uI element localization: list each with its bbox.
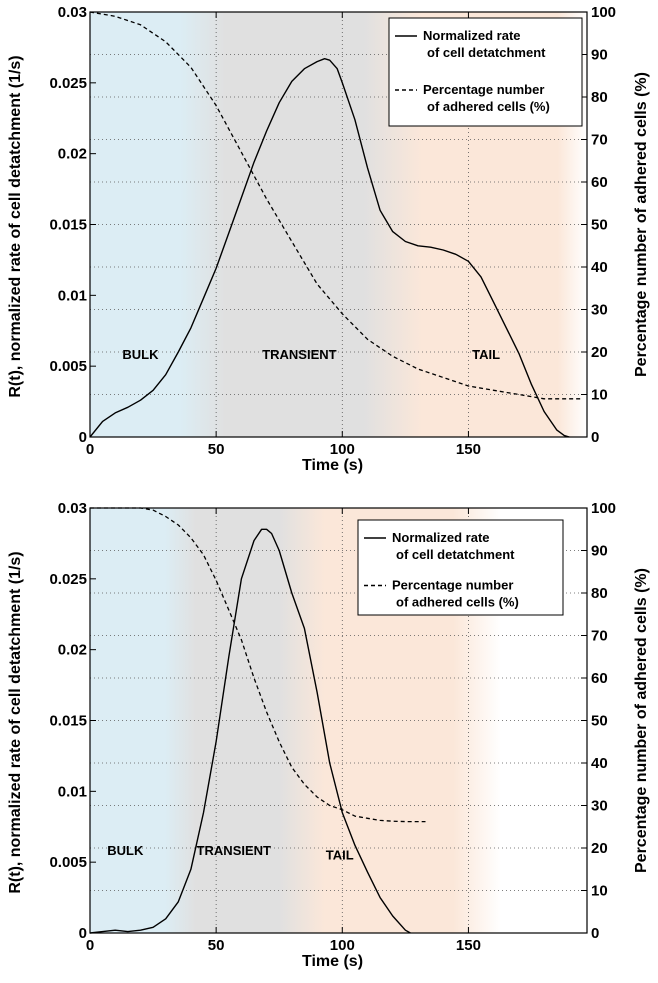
y2-tick-label: 40 <box>591 259 608 276</box>
y2-tick-label: 60 <box>591 174 608 191</box>
series-line-detachment-rate <box>89 528 411 934</box>
legend: Normalized rate of cell detatchment Percen… <box>357 519 564 616</box>
y2-tick-label: 60 <box>591 670 608 687</box>
y2-tick-label: 90 <box>591 47 608 64</box>
y2-tick-label: 0 <box>591 429 599 446</box>
legend-entry-2: Percentage number <box>392 578 513 593</box>
legend-entry-2: of adhered cells (%) <box>396 595 519 610</box>
legend-entry-1: Normalized rate <box>392 530 490 545</box>
legend-entry-1: of cell detatchment <box>396 547 515 562</box>
y-axis-label: R(t), normalized rate of cell detatchmen… <box>7 551 24 893</box>
y-tick-label: 0.02 <box>58 146 87 163</box>
series-line-detachment-rate <box>89 58 570 438</box>
y-axis-label: R(t), normalized rate of cell detatchmen… <box>7 55 24 397</box>
x-tick-label: 50 <box>208 937 225 954</box>
x-tick-label: 0 <box>86 937 94 954</box>
x-axis-label: Time (s) <box>302 953 363 970</box>
y-tick-label: 0.005 <box>49 854 87 871</box>
y-tick-label: 0 <box>79 429 87 446</box>
y2-tick-label: 90 <box>591 543 608 560</box>
x-tick-label: 0 <box>86 441 94 458</box>
y2-tick-label: 30 <box>591 798 608 815</box>
phase-label-transient: TRANSIENT <box>197 843 271 858</box>
y2-tick-label: 70 <box>591 628 608 645</box>
x-tick-label: 150 <box>456 441 481 458</box>
y2-tick-label: 70 <box>591 132 608 149</box>
phase-label-tail: TAIL <box>326 847 354 862</box>
legend-entry-1: Normalized rate <box>423 28 521 43</box>
legend: Normalized rate of cell detatchment Percen… <box>388 17 583 127</box>
y2-tick-label: 0 <box>591 925 599 942</box>
x-axis-label: Time (s) <box>302 457 363 474</box>
y-tick-label: 0.005 <box>49 358 87 375</box>
y-tick-label: 0.01 <box>58 783 87 800</box>
y-tick-label: 0.03 <box>58 4 87 21</box>
y2-tick-label: 50 <box>591 217 608 234</box>
phase-label-transient: TRANSIENT <box>262 347 336 362</box>
y-tick-label: 0.025 <box>49 75 87 92</box>
y2-axis-label: Percentage number of adhered cells (%) <box>633 568 650 873</box>
y-tick-label: 0 <box>79 925 87 942</box>
series-line-adhered-cells <box>90 507 426 823</box>
y2-tick-label: 50 <box>591 713 608 730</box>
y2-tick-label: 80 <box>591 89 608 106</box>
chart-panel-2: 0 50 100 150 0 0.005 0.01 0.015 0.02 0.025 0.03 0 10… <box>7 500 650 970</box>
y2-tick-label: 30 <box>591 302 608 319</box>
y2-tick-label: 20 <box>591 840 608 857</box>
y-tick-label: 0.025 <box>49 571 87 588</box>
x-tick-label: 50 <box>208 441 225 458</box>
y2-tick-label: 20 <box>591 344 608 361</box>
series-line-adhered-cells <box>89 11 582 400</box>
x-tick-label: 100 <box>330 441 355 458</box>
legend-entry-1: of cell detatchment <box>427 45 546 60</box>
y-tick-label: 0.015 <box>49 217 87 234</box>
y2-tick-label: 10 <box>591 883 608 900</box>
y2-tick-label: 10 <box>591 387 608 404</box>
y2-tick-label: 40 <box>591 755 608 772</box>
legend-entry-2: of adhered cells (%) <box>427 99 550 114</box>
phase-label-bulk: BULK <box>107 843 144 858</box>
y-tick-label: 0.02 <box>58 642 87 659</box>
legend-entry-2: Percentage number <box>423 82 544 97</box>
chart-panel-1: 0 50 100 150 0 0.005 0.01 0.015 0.02 0.025 0.03 0 10… <box>7 4 650 474</box>
y-tick-label: 0.015 <box>49 713 87 730</box>
x-tick-label: 100 <box>330 937 355 954</box>
x-tick-label: 150 <box>456 937 481 954</box>
y2-tick-label: 80 <box>591 585 608 602</box>
phase-label-tail: TAIL <box>472 347 500 362</box>
phase-label-bulk: BULK <box>122 347 159 362</box>
y2-tick-label: 100 <box>591 500 616 517</box>
y-tick-label: 0.01 <box>58 287 87 304</box>
y2-tick-label: 100 <box>591 4 616 21</box>
y2-axis-label: Percentage number of adhered cells (%) <box>633 72 650 377</box>
legend-box <box>357 519 564 616</box>
legend-box <box>388 17 583 127</box>
y-tick-label: 0.03 <box>58 500 87 517</box>
